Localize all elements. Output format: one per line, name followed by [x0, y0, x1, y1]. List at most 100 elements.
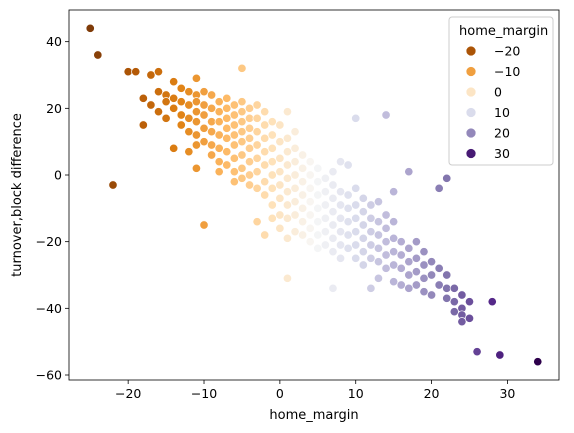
- data-point: [335, 227, 346, 237]
- data-point: [222, 93, 232, 103]
- data-point: [252, 183, 262, 193]
- data-point: [298, 203, 308, 213]
- data-point: [313, 243, 323, 253]
- y-tick-label: 40: [46, 34, 62, 49]
- data-point: [373, 243, 384, 253]
- data-point: [85, 23, 95, 33]
- data-point: [282, 213, 293, 223]
- x-tick-label: 10: [348, 386, 364, 401]
- data-point: [449, 297, 459, 307]
- data-point: [396, 263, 406, 273]
- legend: home_margin −20 −10 0 10 20 30: [448, 16, 554, 166]
- data-point: [191, 107, 201, 117]
- data-point: [320, 213, 330, 223]
- data-point: [207, 103, 217, 113]
- data-point: [275, 120, 285, 130]
- data-point: [191, 97, 201, 107]
- data-point: [404, 243, 414, 253]
- data-point: [351, 253, 361, 263]
- data-point: [305, 157, 315, 167]
- data-point: [343, 217, 353, 227]
- data-point: [313, 190, 323, 200]
- data-point: [396, 250, 406, 260]
- data-point: [411, 280, 421, 290]
- data-point: [411, 253, 421, 263]
- data-point: [373, 217, 384, 227]
- data-point: [290, 210, 300, 220]
- legend-marker: [465, 66, 477, 77]
- data-point: [275, 137, 285, 147]
- data-point: [305, 197, 315, 207]
- data-point: [419, 273, 429, 283]
- data-point: [199, 100, 209, 110]
- legend-marker: [465, 127, 477, 139]
- data-point: [351, 227, 361, 237]
- data-point: [282, 147, 293, 157]
- data-point: [290, 170, 300, 180]
- data-point: [237, 107, 247, 117]
- data-point: [464, 297, 475, 307]
- data-point: [381, 223, 391, 233]
- data-point: [449, 307, 459, 317]
- data-point: [298, 217, 308, 227]
- data-point: [146, 70, 156, 80]
- data-point: [244, 143, 255, 153]
- data-point: [176, 83, 186, 93]
- legend-label: −10: [494, 64, 520, 79]
- data-point: [153, 87, 164, 97]
- data-point: [244, 170, 255, 180]
- data-point: [457, 317, 467, 327]
- data-point: [434, 263, 444, 273]
- data-point: [358, 207, 368, 217]
- data-point: [411, 237, 421, 247]
- data-point: [207, 150, 217, 160]
- x-tick-label: −20: [115, 386, 141, 401]
- data-point: [381, 250, 391, 260]
- data-point: [282, 233, 293, 243]
- data-points: [85, 23, 543, 367]
- data-point: [282, 173, 293, 183]
- legend-label: −20: [494, 44, 520, 59]
- y-axis-ticks: −60 −40 −20 0 20 40: [36, 34, 69, 383]
- data-point: [457, 290, 467, 300]
- data-point: [404, 257, 414, 267]
- data-point: [389, 277, 399, 287]
- data-point: [184, 87, 194, 97]
- data-point: [229, 120, 239, 130]
- data-point: [244, 133, 255, 143]
- data-point: [351, 200, 361, 210]
- data-point: [237, 63, 247, 73]
- data-point: [373, 257, 384, 267]
- y-axis-label: turnover,block difference: [10, 113, 25, 277]
- data-point: [335, 253, 346, 263]
- data-point: [351, 113, 361, 123]
- data-point: [260, 133, 270, 143]
- data-point: [184, 127, 194, 137]
- data-point: [267, 143, 277, 153]
- data-point: [207, 127, 217, 137]
- data-point: [404, 283, 414, 293]
- data-point: [434, 183, 444, 193]
- x-axis-label: home_margin: [269, 408, 358, 423]
- data-point: [252, 167, 262, 177]
- x-tick-label: 30: [499, 386, 515, 401]
- legend-marker: [465, 86, 477, 98]
- data-point: [313, 230, 323, 240]
- data-point: [381, 110, 391, 120]
- data-point: [381, 263, 391, 273]
- data-point: [267, 157, 277, 167]
- data-point: [237, 117, 247, 127]
- data-point: [381, 237, 391, 247]
- data-point: [305, 210, 315, 220]
- data-point: [419, 287, 429, 297]
- data-point: [351, 183, 361, 193]
- data-point: [305, 223, 315, 233]
- data-point: [419, 247, 429, 257]
- data-point: [244, 103, 255, 113]
- data-point: [328, 180, 338, 190]
- data-point: [244, 180, 255, 190]
- legend-label: 30: [494, 146, 510, 161]
- data-point: [191, 73, 201, 83]
- data-point: [260, 177, 270, 187]
